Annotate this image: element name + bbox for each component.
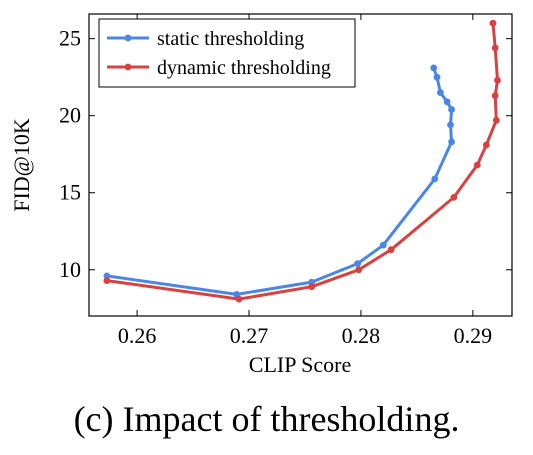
legend-label-dynamic: dynamic thresholding	[157, 57, 331, 79]
legend-entry-dynamic: dynamic thresholding	[107, 57, 331, 79]
x-tick-label: 0.26	[118, 323, 157, 348]
x-tick-label: 0.28	[342, 323, 381, 348]
legend-entry-static: static thresholding	[107, 28, 304, 50]
legend-marker-dynamic	[124, 63, 132, 71]
x-axis: 0.26 0.27 0.28 0.29	[118, 14, 492, 348]
data-point-static	[430, 64, 438, 72]
legend-label-static: static thresholding	[157, 28, 304, 50]
legend-box	[98, 18, 356, 88]
data-point-dynamic	[482, 141, 490, 149]
y-tick-label: 15	[59, 180, 81, 205]
data-point-dynamic	[492, 116, 500, 124]
x-axis-label: CLIP Score	[249, 352, 351, 377]
y-axis: 10 15 20 25	[59, 26, 512, 282]
legend: static thresholding dynamic thresholding	[98, 18, 356, 88]
data-point-dynamic	[491, 44, 499, 52]
series-line-static	[105, 66, 454, 296]
data-point-dynamic	[450, 194, 458, 201]
data-point-static	[443, 98, 451, 106]
figure-caption: (c) Impact of thresholding.	[73, 399, 460, 439]
axes-frame	[88, 13, 513, 317]
legend-marker-static	[124, 34, 132, 42]
data-point-static	[433, 73, 441, 81]
y-tick-label: 25	[59, 26, 81, 51]
data-point-dynamic	[308, 283, 316, 291]
data-point-dynamic	[489, 19, 497, 27]
x-tick-label: 0.29	[454, 323, 493, 348]
data-point-static	[103, 272, 111, 280]
data-point-static	[379, 241, 387, 249]
data-point-dynamic	[491, 92, 499, 100]
y-axis-label: FID@10K	[9, 118, 34, 212]
data-point-dynamic	[387, 246, 395, 254]
data-point-dynamic	[235, 295, 243, 303]
data-point-dynamic	[103, 277, 111, 284]
plot-area	[103, 19, 501, 303]
data-point-static	[447, 121, 454, 129]
y-tick-label: 10	[59, 257, 81, 282]
data-point-static	[431, 175, 439, 183]
x-tick-label: 0.27	[230, 323, 269, 348]
data-point-static	[448, 106, 455, 113]
data-point-static	[354, 260, 361, 267]
data-point-static	[448, 138, 455, 146]
data-point-dynamic	[494, 76, 501, 84]
data-point-dynamic	[473, 161, 481, 169]
data-point-static	[437, 89, 444, 96]
line-chart: 0.26 0.27 0.28 0.29 10 15 20 25 CLIP Score FID…	[9, 13, 513, 377]
y-tick-label: 20	[59, 103, 81, 128]
data-point-dynamic	[355, 266, 363, 274]
